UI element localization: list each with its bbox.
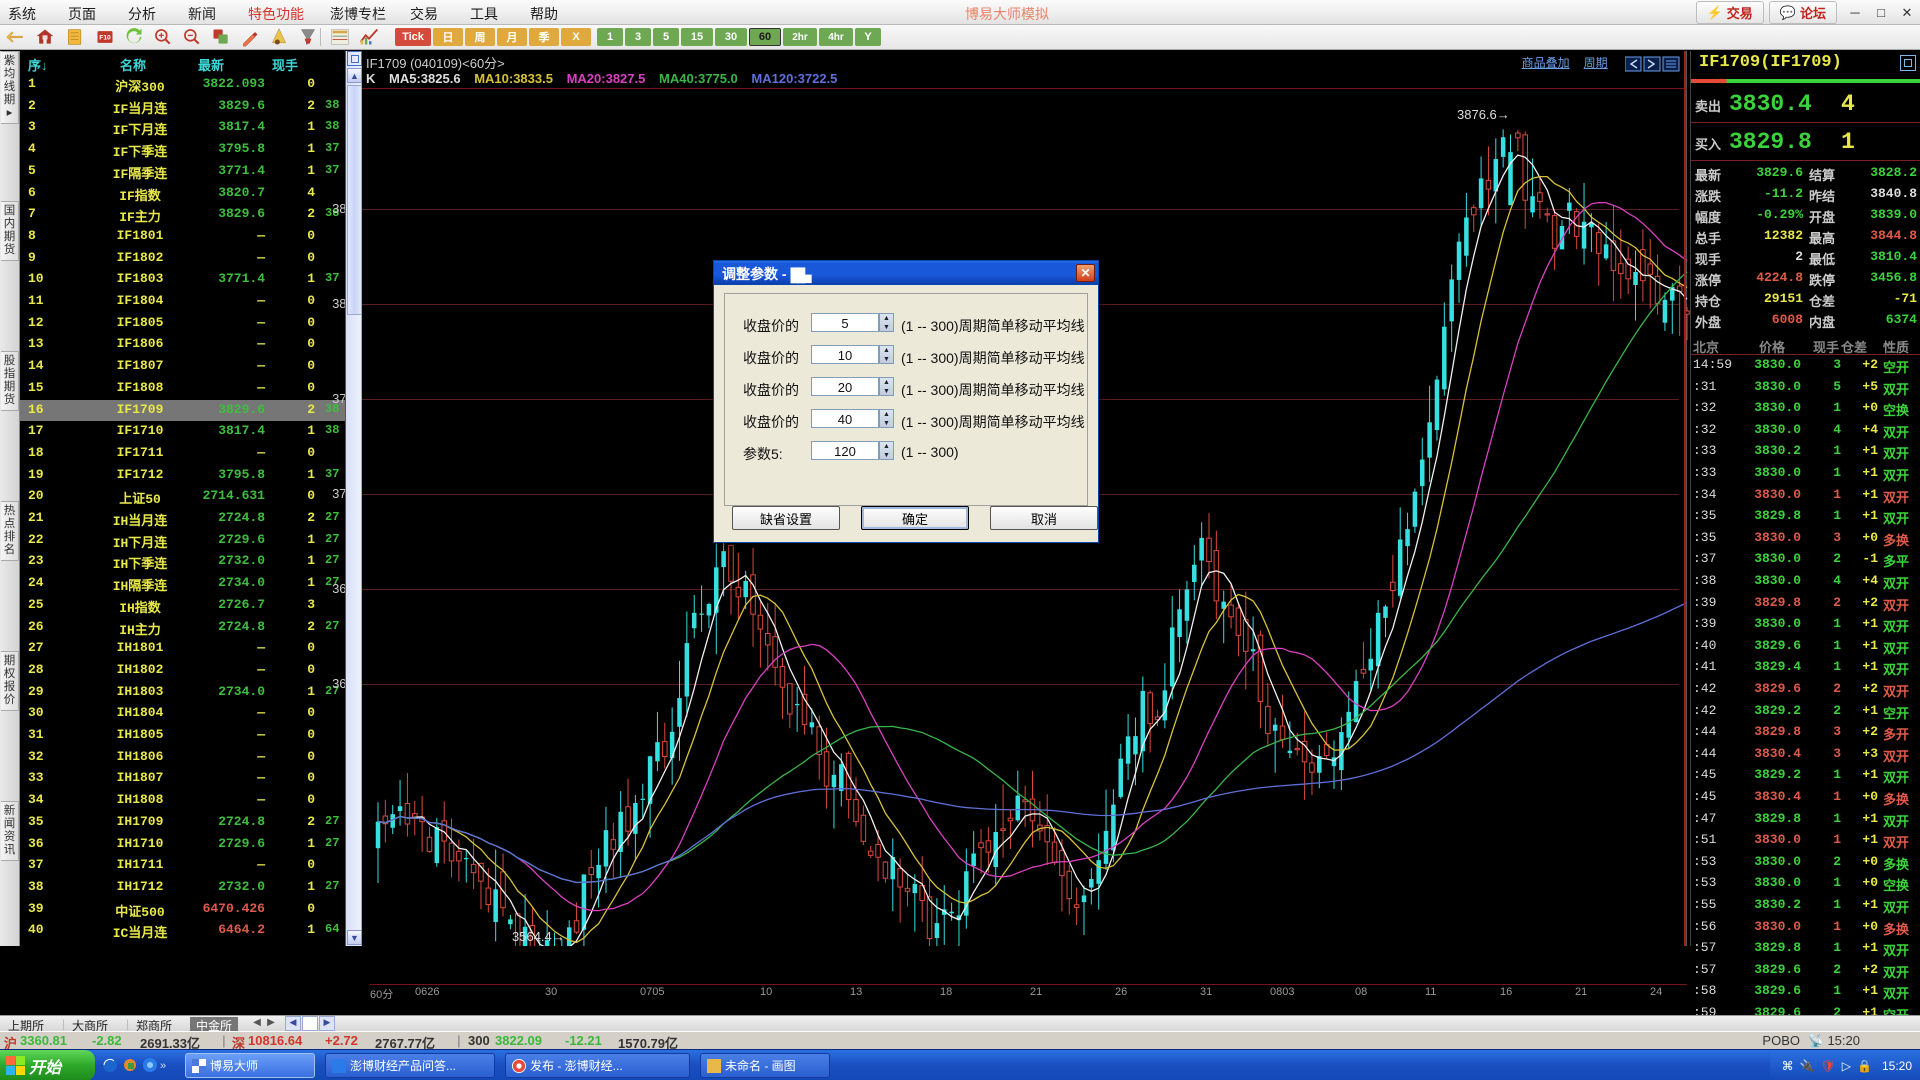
svg-text:F10: F10 [99,35,111,42]
